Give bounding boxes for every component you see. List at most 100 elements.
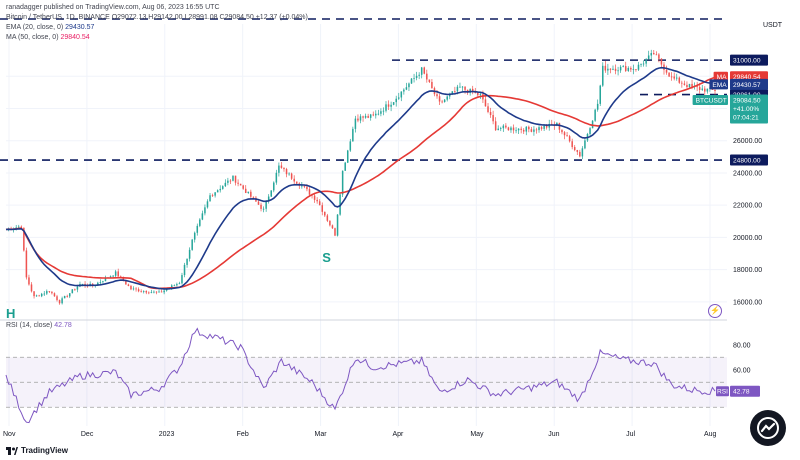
candle-body: [522, 129, 525, 132]
candle-body: [214, 192, 216, 196]
candle-body: [525, 126, 528, 132]
candle-body: [30, 284, 33, 292]
candle-body: [397, 97, 400, 99]
rsi-axis[interactable]: 80.00 60.00 RSI 42.78: [716, 342, 760, 397]
candle-body: [140, 291, 142, 293]
ema-tag-prefix-box: [709, 79, 728, 90]
candle-body: [247, 191, 250, 194]
candle-body: [665, 69, 668, 73]
candle-body: [58, 300, 61, 304]
candle-body: [201, 213, 204, 220]
candle-body: [28, 277, 30, 285]
candle-body: [385, 104, 387, 111]
candle-body: [494, 121, 497, 131]
candle-body: [344, 162, 346, 171]
candle-body: [395, 98, 397, 103]
candle-body: [367, 115, 369, 118]
candle-body: [413, 77, 415, 79]
candle-body: [127, 284, 130, 286]
candle-body: [698, 87, 701, 90]
candle-body: [609, 68, 612, 70]
candle-body: [599, 85, 601, 104]
time-axis[interactable]: Nov Dec 2023 Feb Mar Apr May Jun Jul Aug: [3, 431, 717, 438]
ma-legend[interactable]: MA (50, close, 0) 29840.54: [6, 34, 90, 41]
candle-body: [285, 169, 288, 175]
candle-body: [627, 67, 630, 71]
candle-body: [456, 86, 459, 92]
candle-body: [382, 110, 385, 112]
candle-body: [415, 75, 418, 78]
candle-body: [193, 232, 196, 240]
ema-legend-value: 29430.57: [65, 24, 95, 31]
rsi-tag-prefix: RSI: [717, 389, 728, 396]
candle-body: [163, 290, 165, 293]
candle-body: [171, 285, 173, 288]
candle-body: [278, 165, 280, 173]
candle-body: [706, 88, 709, 92]
candle-body: [224, 182, 227, 187]
ema-tag-prefix: EMA: [712, 82, 727, 89]
candle-body: [260, 204, 262, 209]
candle-body: [71, 289, 74, 294]
time-tick-label: Mar: [315, 431, 328, 438]
candle-body: [673, 76, 675, 79]
candle-body: [408, 83, 410, 88]
candle-body: [645, 59, 647, 64]
candle-body: [61, 298, 63, 304]
horizontal-levels: [0, 18, 727, 161]
rsi-legend[interactable]: RSI (14, close) 42.78: [6, 322, 72, 329]
candle-body: [612, 68, 614, 70]
candle-body: [244, 188, 247, 194]
candle-body: [607, 68, 609, 71]
candle-body: [359, 116, 362, 121]
candle-body: [675, 77, 678, 79]
candle-body: [640, 64, 642, 65]
candle-body: [377, 113, 380, 115]
footer-brand[interactable]: TradingView: [6, 446, 68, 455]
candle-body: [443, 99, 446, 103]
candle-body: [51, 291, 53, 294]
candle-body: [635, 69, 637, 70]
candle-body: [500, 128, 502, 130]
lightning-icon[interactable]: ⚡: [708, 304, 722, 318]
candle-body: [25, 250, 28, 278]
candle-body: [186, 258, 188, 265]
candle-body: [617, 70, 619, 72]
candle-body: [196, 225, 199, 233]
candle-body: [683, 83, 686, 85]
ema-legend[interactable]: EMA (20, close, 0) 29430.57: [6, 24, 94, 31]
candle-body: [357, 118, 359, 121]
candle-body: [222, 186, 224, 189]
price-axis[interactable]: USDT 16000.00 18000.00 20000.00 22000.00 2400…: [692, 22, 783, 306]
candle-body: [125, 281, 127, 285]
candle-body: [596, 103, 599, 110]
time-tick-label: Apr: [392, 431, 404, 438]
candle-body: [46, 291, 48, 294]
candle-body: [250, 191, 252, 197]
price-tag-countdown: 07:04:21: [733, 114, 759, 121]
tradingview-badge-icon[interactable]: [750, 410, 786, 446]
candle-body: [219, 188, 221, 191]
candle-body: [477, 92, 479, 96]
price-tag-change: +41.00%: [733, 106, 759, 113]
candle-body: [104, 277, 107, 282]
candle-body: [199, 219, 201, 226]
candle-body: [308, 189, 311, 195]
ma-legend-label: MA (50, close, 0): [6, 34, 59, 41]
candle-body: [691, 83, 693, 87]
price-tag-prefix: BTCUSDT: [696, 97, 727, 104]
candle-body: [459, 86, 461, 88]
candle-body: [540, 127, 543, 129]
candle-body: [326, 215, 329, 221]
candle-body: [614, 68, 617, 71]
candle-body: [53, 293, 56, 297]
candle-body: [40, 293, 43, 297]
candle-body: [234, 175, 237, 183]
symbol-name[interactable]: Bitcoin / TetherUS, 1D, BINANCE: [6, 14, 110, 21]
candle-body: [714, 89, 716, 91]
candle-body: [242, 185, 244, 189]
candle-body: [17, 226, 20, 228]
candle-body: [622, 66, 624, 67]
candle-body: [275, 172, 278, 183]
time-tick-label: May: [470, 431, 484, 438]
